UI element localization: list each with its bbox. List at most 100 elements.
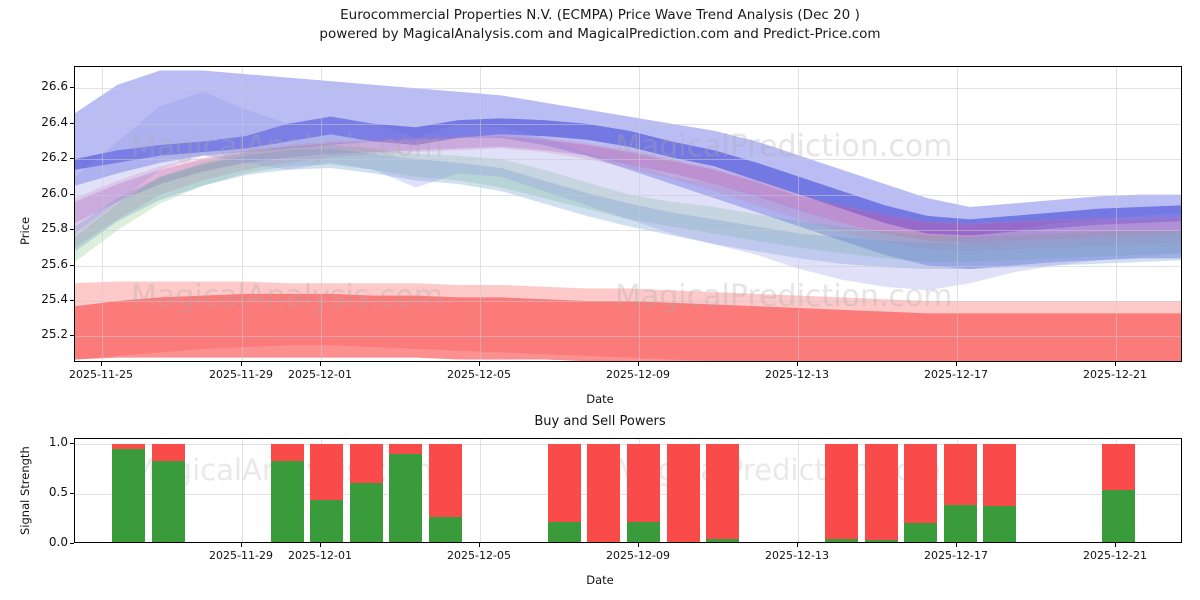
price-y-tick: 25.6 [41, 256, 68, 271]
signal-x-tickmark [638, 543, 639, 547]
gridline-horizontal [75, 194, 1181, 196]
gridline-vertical [957, 67, 958, 361]
price-y-tickmark [70, 264, 74, 266]
signal-bar [349, 444, 383, 542]
gridline-vertical [102, 67, 103, 361]
price-x-tickmark [797, 362, 798, 366]
signal-bar [824, 444, 858, 542]
buy-power-segment [626, 522, 660, 542]
price-x-tick: 2025-12-21 [1083, 368, 1147, 381]
price-y-tick: 26.6 [41, 79, 68, 94]
signal-bar [270, 444, 304, 542]
page-title-line2: powered by MagicalAnalysis.com and Magic… [319, 26, 881, 42]
price-x-tick: 2025-12-05 [447, 368, 511, 381]
price-x-axis-label: Date [586, 392, 614, 406]
signal-y-tick: 0.5 [48, 485, 68, 499]
sell-power-segment [270, 444, 304, 461]
price-band-lavender-wave [75, 91, 1181, 291]
signal-bar [428, 444, 462, 542]
price-y-tick: 26.2 [41, 150, 68, 165]
price-band-lower-red-support [75, 293, 1181, 361]
gridline-vertical [321, 67, 322, 361]
price-x-tickmark [1115, 362, 1116, 366]
gridline-vertical [798, 439, 799, 542]
sell-power-segment [586, 444, 620, 542]
gridline-vertical [480, 439, 481, 542]
signal-x-tick: 2025-12-21 [1083, 549, 1147, 562]
buy-power-segment [270, 461, 304, 542]
buy-power-segment [111, 449, 145, 542]
buy-sell-powers-panel: Buy and Sell Powers Signal Strength 0.0 0… [0, 410, 1200, 600]
signal-bar [705, 444, 739, 542]
signal-x-tickmark [479, 543, 480, 547]
sell-power-segment [151, 444, 185, 461]
price-x-tickmark [241, 362, 242, 366]
price-x-tickmark [638, 362, 639, 366]
signal-x-tickmark [797, 543, 798, 547]
buy-power-segment [705, 539, 739, 542]
sell-power-segment [824, 444, 858, 539]
signal-y-tick: 1.0 [48, 435, 68, 449]
signal-x-tickmark [1115, 543, 1116, 547]
signal-x-tickmark [320, 543, 321, 547]
page-title-line1: Eurocommercial Properties N.V. (ECMPA) P… [340, 7, 860, 23]
gridline-vertical [639, 67, 640, 361]
price-y-tick: 26.0 [41, 185, 68, 200]
signal-bar [547, 444, 581, 542]
price-y-tickmark [70, 299, 74, 301]
sell-power-segment [349, 444, 383, 483]
gridline-vertical [1116, 67, 1117, 361]
buy-power-segment [864, 540, 898, 542]
buy-power-segment [824, 539, 858, 542]
signal-bars-layer [75, 439, 1181, 542]
signal-bar [586, 444, 620, 542]
signal-bar [864, 444, 898, 542]
signal-x-tickmark [241, 543, 242, 547]
gridline-vertical [242, 439, 243, 542]
sell-power-segment [309, 444, 343, 500]
gridline-horizontal [75, 88, 1181, 90]
signal-y-tickmark [70, 443, 74, 444]
sell-power-segment [388, 444, 422, 454]
gridline-vertical [480, 67, 481, 361]
signal-bar [666, 444, 700, 542]
price-wave-panel: Price 25.2 25.4 25.6 25.8 26.0 26.2 26.4 26.6 2… [18, 66, 1182, 406]
price-band-steel-blue-band [75, 148, 1181, 270]
price-x-tick: 2025-12-01 [288, 368, 352, 381]
price-band-violet-band [75, 136, 1181, 243]
price-plot-area: MagicalAnalysis.com MagicalPrediction.co… [74, 66, 1182, 362]
signal-bar [151, 444, 185, 542]
price-y-tick: 25.2 [41, 327, 68, 342]
price-band-pink-band [75, 134, 1181, 252]
price-y-tickmark [70, 193, 74, 195]
sell-power-segment [547, 444, 581, 522]
signal-bar [626, 444, 660, 542]
signal-x-tick: 2025-12-13 [765, 549, 829, 562]
signal-bar [388, 444, 422, 542]
gridline-horizontal [75, 300, 1181, 302]
price-x-tickmark [320, 362, 321, 366]
sell-power-segment [903, 444, 937, 523]
buy-sell-plot-area: MagicalAnalysis.com MagicalPrediction.co… [74, 438, 1182, 543]
signal-y-tick: 0.0 [48, 535, 68, 549]
price-y-tickmark [70, 158, 74, 160]
price-y-tick: 25.4 [41, 291, 68, 306]
sell-power-segment [666, 444, 700, 542]
signal-bar [903, 444, 937, 542]
gridline-horizontal [75, 230, 1181, 232]
signal-bar [943, 444, 977, 542]
buy-power-segment [349, 483, 383, 542]
price-y-tickmark [70, 229, 74, 231]
gridline-horizontal [75, 265, 1181, 267]
signal-y-tickmark [70, 493, 74, 494]
buy-power-segment [1101, 490, 1135, 542]
price-band-inner-blue-core [75, 116, 1181, 236]
signal-x-tick: 2025-12-05 [447, 549, 511, 562]
price-x-tick: 2025-12-17 [924, 368, 988, 381]
sell-power-segment [1101, 444, 1135, 490]
price-x-tickmark [956, 362, 957, 366]
price-y-tickmark [70, 335, 74, 337]
buy-power-segment [903, 523, 937, 542]
price-x-tick: 2025-12-09 [606, 368, 670, 381]
price-band-svg [75, 70, 1181, 361]
